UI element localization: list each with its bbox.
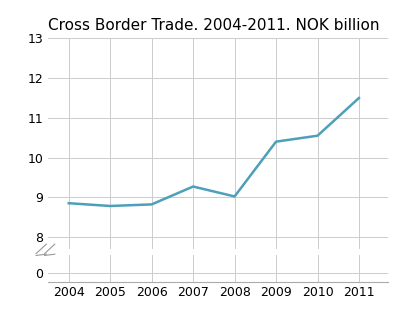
Text: Cross Border Trade. 2004-2011. NOK billion: Cross Border Trade. 2004-2011. NOK billi… bbox=[48, 18, 380, 33]
